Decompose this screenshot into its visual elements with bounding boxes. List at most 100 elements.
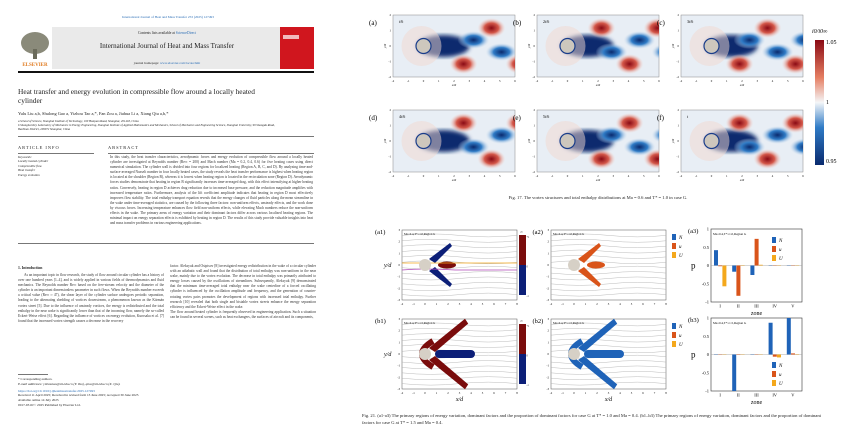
enthalpy-peak bbox=[587, 18, 616, 38]
x-tick: II bbox=[737, 393, 740, 398]
streamline bbox=[401, 260, 518, 265]
x-tick: 4 bbox=[470, 391, 472, 395]
divider bbox=[108, 153, 314, 154]
enthalpy-peak bbox=[781, 113, 803, 133]
bar bbox=[736, 265, 741, 296]
streamline bbox=[550, 233, 667, 238]
x-tick: 0 bbox=[573, 302, 575, 306]
x-tick: -1 bbox=[695, 79, 698, 83]
x-tick: 4 bbox=[619, 391, 621, 395]
y-tick: -3 bbox=[398, 298, 401, 302]
x-tick: 3 bbox=[608, 302, 610, 306]
energy-region bbox=[438, 261, 456, 269]
time-label: 4t/6 bbox=[399, 114, 405, 119]
copyright: 0017-9310/© 2025 Published by Elsevier L… bbox=[18, 402, 81, 407]
y-tick: -1 bbox=[705, 389, 709, 394]
y-tick: 1 bbox=[678, 124, 680, 128]
fig17-panel: (f) t -2 -1 0 1 2 3 4 5 6 2 1 0 -1 -2 x/d y/d bbox=[657, 108, 804, 182]
y-tick: 1 bbox=[534, 29, 536, 33]
streamline bbox=[401, 333, 518, 337]
x-tick: 5 bbox=[643, 174, 645, 178]
time-label: 2t/6 bbox=[543, 19, 549, 24]
x-tick: -2 bbox=[401, 302, 404, 306]
keywords-label: Keywords: bbox=[18, 155, 32, 159]
y-tick: 3 bbox=[399, 317, 401, 321]
y-axis-label: y/d bbox=[671, 139, 675, 145]
x-tick: III bbox=[754, 304, 759, 309]
x-tick: 4 bbox=[628, 174, 630, 178]
legend-label: N bbox=[678, 236, 683, 241]
y-tick: 0 bbox=[390, 44, 392, 48]
streamline bbox=[550, 244, 667, 248]
colorbar-gradient bbox=[815, 40, 824, 165]
streamline bbox=[550, 287, 667, 291]
y-tick: -2 bbox=[398, 375, 401, 379]
colorbar-mid: 1 bbox=[826, 100, 829, 106]
energy-region bbox=[578, 243, 601, 263]
available-online: Available online 14 July 2025 bbox=[18, 398, 59, 403]
enthalpy-peak bbox=[643, 18, 659, 38]
panel-tag: (b1) bbox=[375, 318, 386, 325]
y-axis-label: p bbox=[691, 261, 696, 271]
x-tick: 8 bbox=[516, 391, 518, 395]
cylinder bbox=[419, 348, 431, 360]
y-tick: -1 bbox=[677, 60, 680, 64]
y-tick: 1 bbox=[707, 227, 709, 232]
x-tick: 0 bbox=[567, 174, 569, 178]
x-tick: 6 bbox=[802, 174, 804, 178]
x-axis-label: x/d bbox=[739, 178, 745, 182]
x-tick: 5 bbox=[499, 79, 501, 83]
colorbar-tick: +1 bbox=[527, 325, 530, 328]
x-tick: -2 bbox=[392, 79, 395, 83]
legend-label: u bbox=[679, 245, 682, 250]
x-tick: V bbox=[791, 304, 795, 309]
article-info-heading: ARTICLE INFO bbox=[18, 145, 60, 150]
x-tick: 7 bbox=[654, 391, 656, 395]
sciencedirect-link[interactable]: ScienceDirect bbox=[175, 31, 196, 35]
y-tick: -1 bbox=[389, 60, 392, 64]
x-tick: 3 bbox=[613, 79, 615, 83]
x-tick: II bbox=[737, 304, 740, 309]
email-note: E-mail addresses: yizhoutao@sit.edu.cn (… bbox=[18, 381, 121, 386]
panel-tag: (a) bbox=[369, 19, 377, 27]
colorbar-label: C bbox=[521, 319, 524, 323]
energy-region bbox=[578, 267, 601, 287]
streamline bbox=[401, 344, 518, 348]
legend-label: u bbox=[679, 334, 682, 339]
fig17-panel: (d) 4t/6 -2 -1 0 1 2 3 4 5 6 2 1 0 -1 -2 x/d y/d bbox=[369, 108, 516, 182]
x-tick: 5 bbox=[631, 391, 633, 395]
enthalpy-peak bbox=[477, 149, 506, 169]
doi-link[interactable]: https://doi.org/10.1016/j.ijheatmasstran… bbox=[18, 388, 95, 393]
y-axis-label: y/d bbox=[527, 44, 531, 50]
intro-column-1: As an important topic in flow research, … bbox=[18, 273, 164, 323]
legend-label: U bbox=[679, 343, 683, 348]
legend-swatch bbox=[672, 234, 676, 240]
y-tick: 0 bbox=[534, 139, 536, 143]
x-tick: 2 bbox=[597, 174, 599, 178]
streamline bbox=[401, 282, 518, 286]
panel-tag: (a3) bbox=[688, 228, 698, 235]
divider bbox=[18, 243, 314, 244]
homepage-link[interactable]: www.elsevier.com/locate/hmt bbox=[159, 61, 201, 65]
cylinder bbox=[568, 348, 580, 360]
abstract-heading: ABSTRACT bbox=[108, 145, 139, 150]
chart-title: Ma=0.4,T*=1.0,Region G bbox=[713, 232, 747, 237]
y-tick: 1 bbox=[678, 29, 680, 33]
panel-tag: (a1) bbox=[375, 229, 385, 236]
y-tick: 2 bbox=[678, 13, 680, 17]
y-axis-label: y/d bbox=[383, 263, 392, 269]
y-axis-label: y/d bbox=[671, 44, 675, 50]
colorbar-tick: 0 bbox=[527, 355, 529, 358]
bar bbox=[750, 265, 755, 275]
streamline bbox=[550, 365, 667, 370]
panel-tag: (c) bbox=[657, 19, 665, 27]
streamline bbox=[401, 244, 518, 248]
y-axis-label: p bbox=[691, 350, 696, 360]
y-tick: 1 bbox=[399, 340, 401, 344]
y-tick: 1 bbox=[399, 251, 401, 255]
colorbar-positive bbox=[519, 235, 526, 265]
fig17-caption: Fig. 17. The vortex structures and total… bbox=[508, 195, 688, 200]
legend-label: N bbox=[678, 325, 683, 330]
legend-swatch bbox=[772, 380, 776, 386]
homepage-label: journal homepage: bbox=[133, 61, 160, 65]
